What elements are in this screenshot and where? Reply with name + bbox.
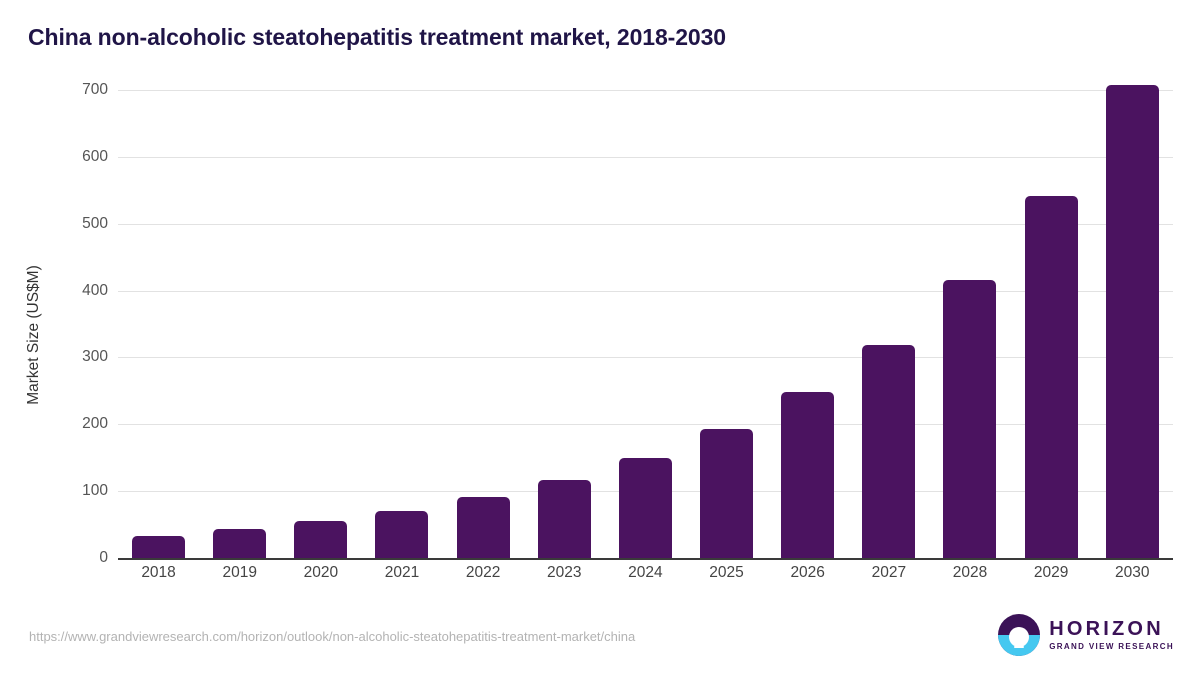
bar-column [443, 90, 524, 558]
bar-2029[interactable] [1024, 196, 1078, 558]
bar-2021[interactable] [375, 510, 429, 558]
gridline [118, 90, 1173, 91]
bar-2022[interactable] [456, 496, 510, 558]
y-tick-label: 500 [82, 214, 108, 232]
y-tick-label: 0 [99, 549, 108, 566]
logo-name: HORIZON [1049, 618, 1164, 640]
bar-2024[interactable] [618, 457, 672, 558]
horizon-sunrise-circle-icon [998, 614, 1041, 656]
y-tick-label: 700 [82, 81, 108, 98]
bar-column [280, 90, 361, 558]
x-tick-label: 2023 [547, 564, 582, 581]
gridline [118, 357, 1173, 359]
gridline [118, 223, 1173, 225]
bar-column [767, 90, 848, 558]
y-tick-label: 300 [82, 348, 108, 366]
bar-2023[interactable] [537, 480, 591, 558]
bar-column [118, 90, 199, 558]
y-tick-label: 400 [82, 281, 108, 299]
gridline [118, 424, 1173, 426]
x-tick-label: 2019 [222, 564, 257, 581]
x-axis-line [118, 558, 1173, 560]
x-tick-label: 2030 [1115, 564, 1150, 581]
x-tick-label: 2026 [790, 564, 825, 581]
x-tick-label: 2021 [384, 564, 420, 581]
bar-column [524, 90, 605, 558]
source-url[interactable]: https://www.grandviewresearch.com/horizo… [29, 629, 636, 644]
logo-ray-upper [1011, 641, 1028, 644]
x-tick-label: 2029 [1033, 564, 1069, 581]
bar-2028[interactable] [943, 279, 997, 558]
bar-series [118, 85, 1173, 558]
bar-column [686, 90, 767, 558]
bar-2026[interactable] [781, 392, 835, 558]
chart-grid-area [118, 85, 1173, 560]
bar-column [1011, 90, 1092, 558]
y-tick-label: 100 [82, 482, 108, 500]
x-tick-label: 2027 [871, 564, 907, 581]
x-axis-tick-labels: 2018 2019 2020 2021 2022 2023 2024 2025 2026 2027… [118, 564, 1173, 582]
bar-2019[interactable] [213, 529, 267, 558]
x-tick-label: 2022 [465, 564, 501, 581]
bar-column [848, 90, 929, 558]
bar-column [929, 90, 1010, 558]
y-tick-label: 600 [82, 147, 108, 165]
bar-2027[interactable] [862, 344, 916, 558]
bar-2018[interactable] [132, 535, 186, 558]
bar-column [605, 90, 686, 558]
logo-ray-lower [1014, 645, 1025, 648]
logo-text-block: HORIZON GRAND VIEW RESEARCH [1049, 619, 1174, 651]
horizon-logo[interactable]: HORIZON GRAND VIEW RESEARCH [998, 612, 1174, 658]
x-tick-label: 2018 [141, 564, 176, 581]
bar-2020[interactable] [294, 520, 348, 558]
chart-plot-area: Market Size (US$M) 0 100 200 300 400 500 600 70… [0, 81, 1200, 595]
bar-column [1092, 85, 1173, 558]
logo-tagline: GRAND VIEW RESEARCH [1049, 642, 1174, 651]
bar-column [199, 90, 280, 558]
x-tick-label: 2025 [709, 564, 744, 581]
page-title: China non-alcoholic steatohepatitis trea… [28, 24, 726, 50]
bar-2030[interactable] [1105, 85, 1159, 558]
bar-column [361, 90, 442, 558]
y-axis-title: Market Size (US$M) [25, 265, 42, 405]
x-tick-label: 2020 [303, 564, 339, 581]
bar-2025[interactable] [700, 428, 754, 558]
x-tick-label: 2028 [952, 564, 988, 581]
y-axis-tick-labels: 0 100 200 300 400 500 600 700 [58, 81, 108, 566]
gridline [118, 290, 1173, 292]
gridline [118, 156, 1173, 158]
logo-sun-shape [1009, 626, 1030, 647]
y-tick-label: 200 [82, 415, 108, 433]
x-tick-label: 2024 [628, 564, 663, 581]
